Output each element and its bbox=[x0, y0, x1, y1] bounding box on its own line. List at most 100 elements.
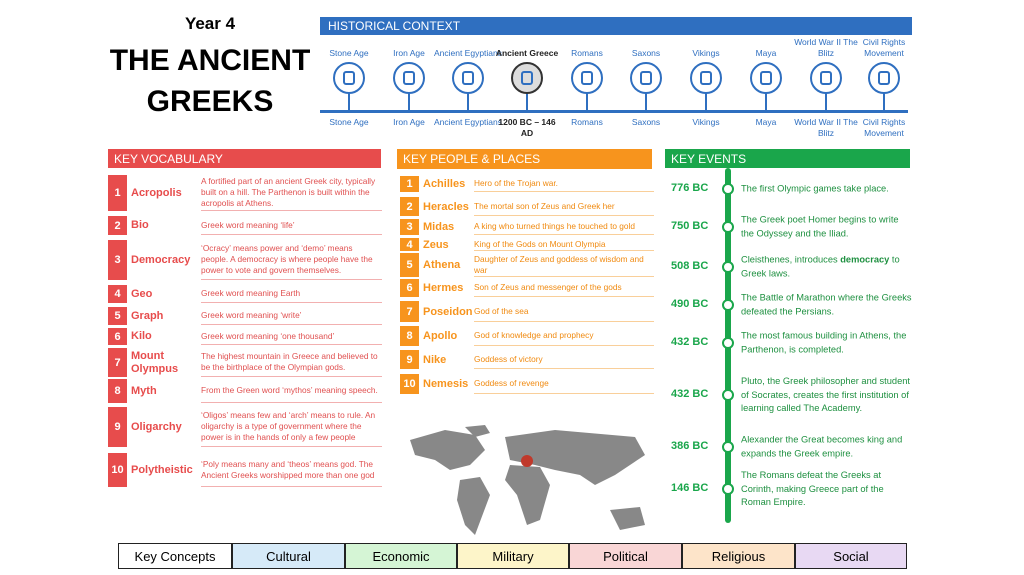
row-number: 5 bbox=[108, 307, 127, 325]
person-name: Heracles bbox=[423, 200, 469, 213]
person-name: Achilles bbox=[423, 178, 466, 190]
event-date: 432 BC bbox=[671, 336, 709, 348]
person-description: The mortal son of Zeus and Greek her bbox=[474, 197, 654, 216]
vocab-definition: ‘Poly means many and ‘theos’ means god. … bbox=[201, 453, 382, 487]
person-description: God of knowledge and prophecy bbox=[474, 326, 654, 346]
event-dot bbox=[722, 183, 734, 195]
concept-cell: Cultural bbox=[232, 543, 345, 569]
timeline-bottom-label: Maya bbox=[755, 117, 777, 127]
timeline-bottom-label: Saxons bbox=[631, 117, 661, 127]
timeline-line bbox=[320, 110, 908, 113]
event-date: 776 BC bbox=[671, 182, 709, 194]
person-description: King of the Gods on Mount Olympia bbox=[474, 238, 654, 251]
row-number: 4 bbox=[108, 285, 127, 303]
row-number: 2 bbox=[108, 216, 127, 235]
timeline-tick bbox=[526, 92, 528, 112]
person-name: Midas bbox=[423, 221, 455, 233]
timeline-bottom-label: Vikings bbox=[692, 117, 720, 127]
timeline-bottom-label: Ancient Egyptians bbox=[433, 117, 503, 127]
row-number: 1 bbox=[400, 176, 419, 192]
icon-glyph bbox=[521, 71, 533, 85]
person-description: Hero of the Trojan war. bbox=[474, 176, 654, 192]
timeline-top-label: Civil Rights Movement bbox=[862, 37, 906, 58]
timeline-tick bbox=[645, 92, 647, 112]
vocab-definition: A fortified part of an ancient Greek cit… bbox=[201, 175, 382, 211]
timeline-icon bbox=[452, 62, 484, 94]
event-dot bbox=[722, 441, 734, 453]
timeline-tick bbox=[408, 92, 410, 112]
event-text: Pluto, the Greek philosopher and student… bbox=[741, 375, 913, 416]
icon-glyph bbox=[403, 71, 415, 85]
timeline-icon bbox=[810, 62, 842, 94]
event-date: 750 BC bbox=[671, 220, 709, 232]
event-text: The most famous building in Athens, the … bbox=[741, 330, 913, 357]
event-text-part: The Romans defeat the Greeks at Corinth,… bbox=[741, 469, 884, 507]
timeline-icon bbox=[393, 62, 425, 94]
vocab-definition: From the Green word ‘mythos’ meaning spe… bbox=[201, 379, 382, 403]
vocab-word: Acropolis bbox=[131, 186, 182, 199]
event-dot bbox=[722, 483, 734, 495]
event-text: Alexander the Great becomes king and exp… bbox=[741, 434, 913, 461]
icon-glyph bbox=[581, 71, 593, 85]
year: Year 4 bbox=[184, 14, 236, 33]
icon-glyph bbox=[760, 71, 772, 85]
event-dot bbox=[722, 389, 734, 401]
event-dot bbox=[722, 261, 734, 273]
icon-glyph bbox=[462, 71, 474, 85]
event-text: Cleisthenes, introduces democracy to Gre… bbox=[741, 254, 913, 281]
timeline-icon bbox=[750, 62, 782, 94]
timeline-bottom-label: Civil Rights Movement bbox=[862, 117, 906, 138]
row-number: 6 bbox=[400, 279, 419, 297]
person-name: Nemesis bbox=[423, 378, 469, 390]
section-header: KEY EVENTS bbox=[665, 149, 910, 168]
event-date: 146 BC bbox=[671, 482, 709, 494]
event-text-part: The Greek poet Homer begins to write the… bbox=[741, 214, 899, 239]
person-name: Nike bbox=[423, 353, 447, 366]
event-date: 490 BC bbox=[671, 298, 709, 310]
timeline-top-label: Vikings bbox=[692, 48, 720, 58]
event-dot bbox=[722, 299, 734, 311]
row-number: 9 bbox=[400, 350, 419, 369]
vocab-definition: The highest mountain in Greece and belie… bbox=[201, 348, 382, 377]
event-text-part: Cleisthenes, introduces bbox=[741, 254, 841, 265]
vocab-definition: Greek word meaning Earth bbox=[201, 285, 382, 303]
vocab-word: Myth bbox=[131, 384, 157, 397]
event-dot bbox=[722, 337, 734, 349]
concept-cell: Key Concepts bbox=[118, 543, 232, 569]
timeline-tick bbox=[765, 92, 767, 112]
timeline-top-label: Iron Age bbox=[393, 48, 425, 58]
vocab-definition: Greek word meaning ‘write’ bbox=[201, 307, 382, 325]
event-date: 432 BC bbox=[671, 388, 709, 400]
timeline-tick bbox=[883, 92, 885, 112]
row-number: 4 bbox=[400, 238, 419, 251]
person-name: Hermes bbox=[423, 282, 464, 294]
row-number: 1 bbox=[108, 175, 127, 211]
event-text: The Romans defeat the Greeks at Corinth,… bbox=[741, 469, 913, 510]
row-number: 10 bbox=[400, 374, 419, 394]
vocab-word: Polytheistic bbox=[131, 463, 193, 476]
vocab-word: Geo bbox=[131, 287, 153, 300]
vocab-definition: Greek word meaning ‘one thousand’ bbox=[201, 328, 382, 345]
row-number: 3 bbox=[108, 240, 127, 280]
concept-cell: Economic bbox=[345, 543, 457, 569]
concept-cell: Political bbox=[569, 543, 682, 569]
row-number: 7 bbox=[400, 301, 419, 322]
concept-cell: Religious bbox=[682, 543, 795, 569]
person-description: Goddess of revenge bbox=[474, 374, 654, 394]
row-number: 7 bbox=[108, 348, 127, 377]
section-header: KEY PEOPLE & PLACES bbox=[397, 149, 652, 169]
vocab-word: Kilo bbox=[131, 330, 152, 342]
timeline-top-label: Ancient Greece bbox=[495, 48, 559, 58]
timeline-icon bbox=[333, 62, 365, 94]
row-number: 8 bbox=[400, 326, 419, 346]
row-number: 2 bbox=[400, 197, 419, 216]
page-title: THE ANCIENT GREEKS bbox=[109, 44, 311, 118]
timeline-icon bbox=[511, 62, 543, 94]
timeline-top-label: Saxons bbox=[631, 48, 661, 58]
person-description: Son of Zeus and messenger of the gods bbox=[474, 279, 654, 297]
concept-cell: Military bbox=[457, 543, 569, 569]
timeline-bar: HISTORICAL CONTEXT bbox=[320, 17, 912, 35]
timeline-tick bbox=[586, 92, 588, 112]
person-name: Apollo bbox=[423, 330, 458, 342]
